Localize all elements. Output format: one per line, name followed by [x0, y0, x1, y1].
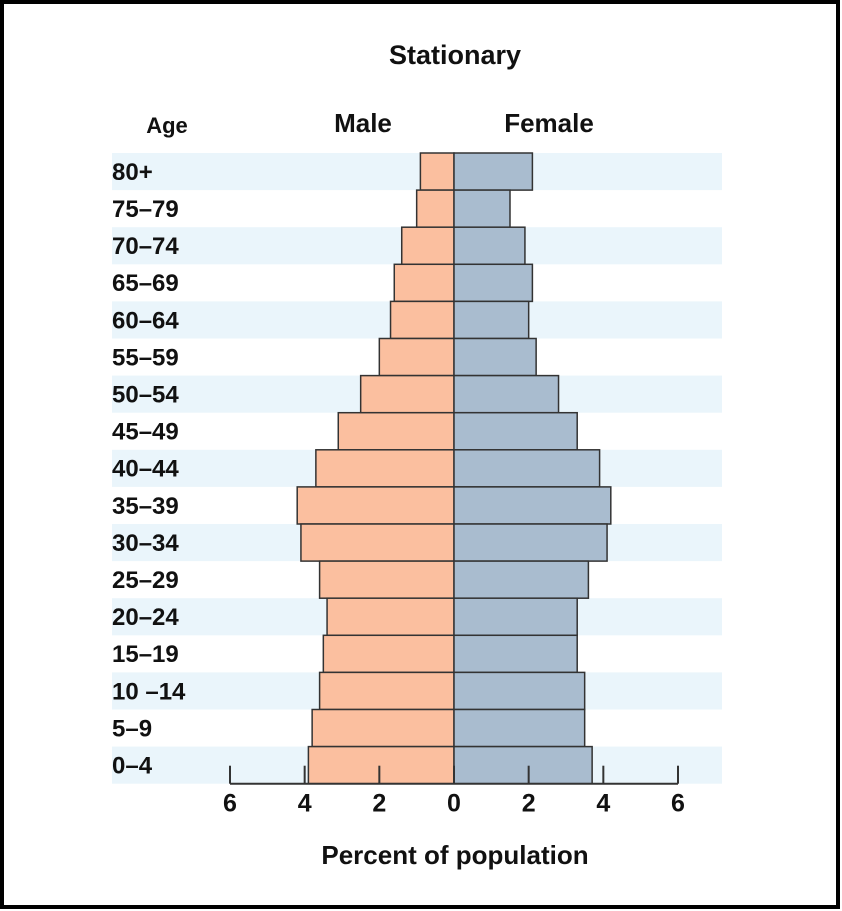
bar: [307, 745, 455, 785]
bar: [453, 745, 593, 785]
row-stripe: [112, 153, 722, 191]
y-tick-label: 75–79: [112, 196, 179, 223]
legend-male: Male: [334, 108, 392, 138]
y-tick-label: 0–4: [112, 752, 153, 779]
bar: [453, 560, 590, 599]
bar: [337, 411, 455, 451]
y-tick-label: 80+: [112, 159, 153, 186]
bar: [453, 671, 586, 711]
y-tick-label: 50–54: [112, 381, 179, 408]
y-tick-label: 70–74: [112, 233, 179, 260]
legend-female: Female: [504, 108, 594, 138]
bar: [296, 486, 455, 525]
bar: [453, 486, 612, 525]
y-tick-label: 15–19: [112, 641, 179, 668]
y-tick-label: 30–34: [112, 530, 179, 557]
y-tick-label: 65–69: [112, 270, 179, 297]
bar: [318, 671, 455, 711]
y-tick-label: 10 –14: [112, 678, 186, 705]
bar: [415, 189, 455, 228]
bar: [453, 337, 537, 377]
bar: [378, 337, 455, 377]
x-tick-label: 2: [522, 789, 536, 817]
x-tick-label: 4: [596, 789, 610, 817]
bar: [393, 263, 455, 303]
bar: [311, 708, 455, 748]
bar: [315, 449, 455, 488]
bar: [453, 634, 578, 674]
bar: [453, 189, 511, 228]
x-tick-label: 4: [298, 789, 312, 817]
bar: [453, 374, 560, 414]
bar: [300, 523, 455, 562]
x-tick-label: 2: [372, 789, 386, 817]
y-tick-label: 25–29: [112, 567, 179, 594]
bar: [453, 523, 608, 562]
y-tick-label: 20–24: [112, 604, 179, 631]
y-tick-label: 45–49: [112, 419, 179, 446]
bar: [318, 560, 455, 599]
bar: [400, 226, 455, 266]
bar: [453, 411, 578, 451]
bar: [453, 263, 534, 303]
bar: [322, 634, 455, 674]
bar: [453, 226, 526, 266]
x-tick-label: 6: [223, 789, 237, 817]
x-tick-label: 0: [447, 789, 461, 817]
y-tick-label: 40–44: [112, 456, 179, 483]
bar: [453, 152, 534, 191]
bar: [453, 449, 601, 488]
y-tick-label: 5–9: [112, 715, 152, 742]
bar: [453, 597, 578, 637]
bar: [359, 374, 455, 414]
y-tick-label: 60–64: [112, 307, 179, 334]
bar: [453, 300, 530, 340]
x-axis-label: Percent of population: [321, 840, 588, 870]
bar: [326, 597, 455, 637]
y-tick-label: 55–59: [112, 344, 179, 371]
x-tick-label: 6: [671, 789, 685, 817]
y-tick-label: 35–39: [112, 493, 179, 520]
category-label: Age: [146, 113, 188, 138]
chart-title: Stationary: [389, 40, 521, 70]
bar: [389, 300, 455, 340]
bar: [453, 708, 586, 748]
bar: [419, 152, 455, 191]
